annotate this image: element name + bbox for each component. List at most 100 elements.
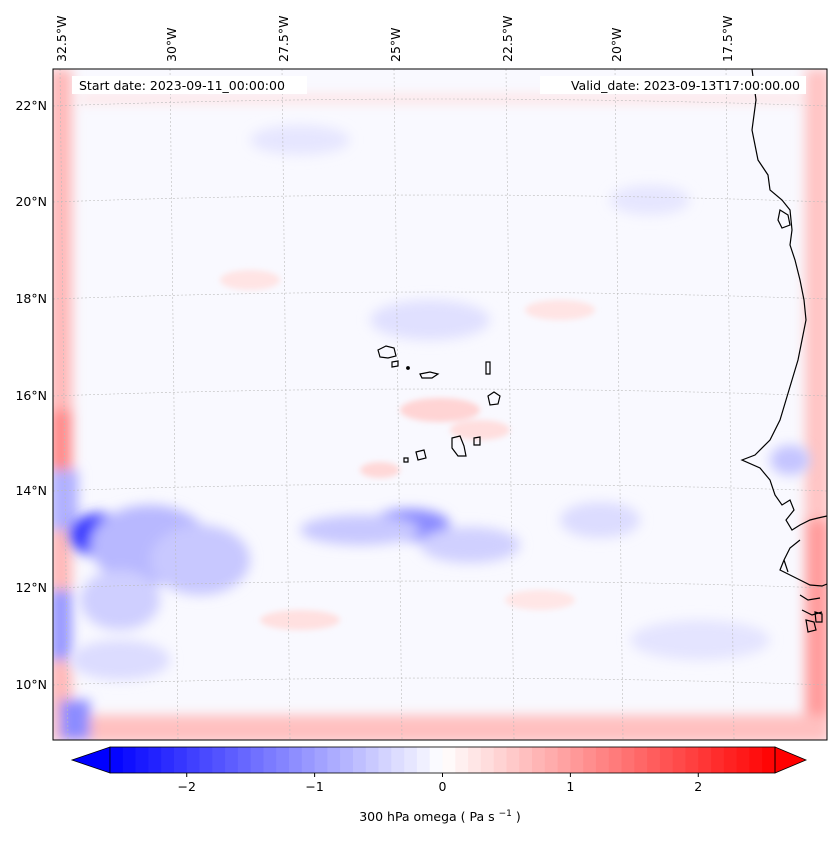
valid-date-box — [540, 76, 806, 94]
colorbar-step — [544, 747, 558, 773]
longitude-label: 25°W — [388, 27, 403, 62]
colorbar-step — [365, 747, 379, 773]
sao-nicolau-island — [419, 371, 440, 379]
colorbar-step — [557, 747, 571, 773]
latitude-label: 14°N — [15, 483, 47, 498]
colorbar-step — [442, 747, 456, 773]
longitude-label: 32.5°W — [54, 16, 69, 62]
santiago-island — [451, 435, 467, 457]
colorbar-step — [263, 747, 277, 773]
colorbar: −2 −1 0 1 2 300 hPa omega ( Pa s −1 ) — [70, 746, 808, 824]
coastlines — [377, 69, 827, 633]
latitude-label: 12°N — [15, 580, 47, 595]
bioko-island — [777, 209, 791, 229]
colorbar-step — [749, 747, 763, 773]
colorbar-step — [173, 747, 188, 773]
colorbar-step — [340, 747, 354, 773]
colorbar-step — [723, 747, 738, 773]
colorbar-step — [122, 747, 136, 773]
colorbar-units: Pa s — [470, 809, 495, 824]
colorbar-step — [237, 747, 252, 773]
colorbar-step — [416, 747, 431, 773]
colorbar-step — [404, 747, 418, 773]
sao-vicente-island — [391, 360, 399, 368]
coastal-island-a — [805, 619, 817, 633]
colorbar-step — [480, 747, 495, 773]
colorbar-step — [352, 747, 367, 773]
boa-vista-island — [487, 391, 501, 406]
colorbar-step — [391, 747, 405, 773]
colorbar-step — [186, 747, 200, 773]
latitude-label: 22°N — [15, 98, 47, 113]
colorbar-step — [736, 747, 750, 773]
colorbar-units-exponent: −1 — [499, 809, 512, 819]
colorbar-low-extend — [70, 746, 111, 774]
colorbar-units-open: ( — [461, 809, 466, 824]
africa-coastline — [740, 69, 827, 616]
colorbar-step — [327, 747, 341, 773]
latitude-label: 10°N — [15, 677, 47, 692]
colorbar-label: 300 hPa omega ( Pa s −1 ) — [359, 804, 521, 824]
colorbar-step — [148, 747, 162, 773]
colorbar-step — [301, 747, 316, 773]
colorbar-step — [212, 747, 226, 773]
santa-luzia-island — [406, 366, 410, 370]
santo-antao-island — [377, 345, 397, 359]
colorbar-step — [621, 747, 635, 773]
colorbar-tick-label: 2 — [694, 779, 702, 794]
colorbar-step — [634, 747, 648, 773]
longitude-label: 27.5°W — [276, 16, 291, 62]
colorbar-step — [506, 747, 520, 773]
colorbar-step — [250, 747, 264, 773]
colorbar-step — [161, 747, 175, 773]
colorbar-step — [225, 747, 239, 773]
latitude-label: 18°N — [15, 291, 47, 306]
longitude-label: 17.5°W — [720, 16, 735, 62]
colorbar-step — [711, 747, 725, 773]
longitude-label: 30°W — [164, 27, 179, 62]
colorbar-step — [276, 747, 290, 773]
colorbar-step — [468, 747, 482, 773]
colorbar-ticks: −2 −1 0 1 2 — [178, 773, 702, 794]
longitude-label: 20°W — [609, 27, 624, 62]
boundary-zone — [53, 69, 827, 740]
start-date-label: Start date: 2023-09-11_00:00:00 — [79, 78, 285, 93]
map-frame — [52, 68, 828, 741]
latitude-labels: 22°N 20°N 18°N 16°N 14°N 12°N 10°N — [15, 98, 47, 692]
colorbar-tick-label: −2 — [178, 779, 196, 794]
negative-omega-patches — [70, 125, 810, 680]
coastal-island-b — [814, 611, 823, 623]
valid-date-label: Valid_date: 2023-09-13T17:00:00.00 — [571, 78, 800, 93]
colorbar-step — [698, 747, 712, 773]
positive-omega-patches — [220, 270, 595, 630]
omega-field — [53, 69, 827, 740]
colorbar-step — [135, 747, 149, 773]
colorbar-step — [314, 747, 328, 773]
longitude-labels: 32.5°W 30°W 27.5°W 25°W 22.5°W 20°W 17.5°W — [54, 16, 735, 62]
colorbar-high-extend — [774, 746, 808, 774]
latitude-label: 20°N — [15, 194, 47, 209]
colorbar-step — [672, 747, 686, 773]
colorbar-units-close: ) — [516, 809, 521, 824]
colorbar-variable: 300 hPa omega — [359, 809, 456, 824]
colorbar-step — [595, 747, 610, 773]
maio-island — [473, 436, 481, 446]
colorbar-step — [378, 747, 392, 773]
colorbar-step — [110, 747, 124, 773]
colorbar-steps — [110, 747, 776, 773]
colorbar-step — [493, 747, 507, 773]
colorbar-step — [685, 747, 699, 773]
latitude-label: 16°N — [15, 388, 47, 403]
colorbar-step — [762, 747, 776, 773]
colorbar-step — [608, 747, 622, 773]
colorbar-step — [429, 747, 443, 773]
colorbar-step — [659, 747, 674, 773]
colorbar-step — [519, 747, 533, 773]
fogo-island — [415, 449, 427, 461]
colorbar-step — [289, 747, 303, 773]
colorbar-step — [532, 747, 546, 773]
colorbar-tick-label: 0 — [439, 779, 447, 794]
sal-island — [485, 361, 491, 375]
